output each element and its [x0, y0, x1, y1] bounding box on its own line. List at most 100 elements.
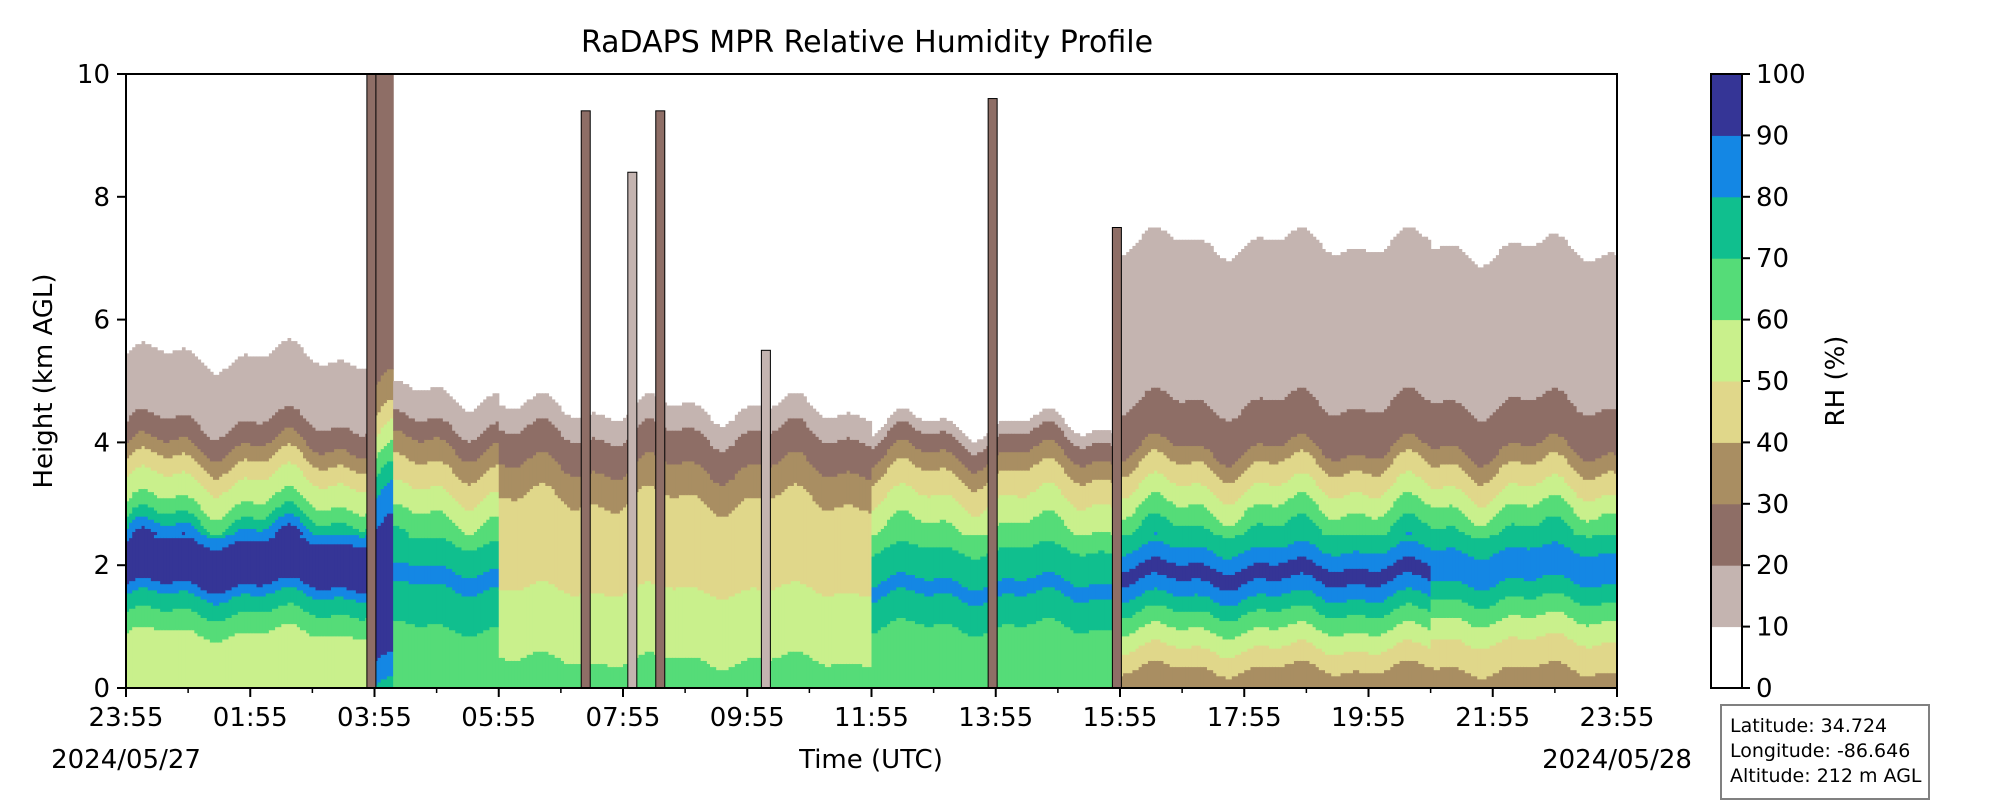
rh-cell [1172, 595, 1177, 612]
rh-cell [1259, 645, 1264, 668]
rh-cell [489, 626, 494, 689]
rh-cell [1517, 577, 1522, 597]
rh-cell [1241, 552, 1245, 569]
rh-cell [191, 497, 195, 514]
rh-cell [383, 371, 388, 404]
rh-cell [175, 629, 180, 689]
rh-cell [1287, 663, 1292, 689]
rh-cell [1272, 648, 1276, 668]
rh-cell [1179, 463, 1183, 486]
rh-cell [1166, 393, 1171, 440]
rh-cell [191, 629, 195, 689]
rh-cell [1483, 648, 1488, 680]
rh-cell [327, 589, 332, 600]
rh-cell [489, 568, 494, 588]
rh-cell [918, 546, 922, 579]
rh-cell [1449, 445, 1453, 465]
rh-cell [834, 442, 838, 477]
rh-cell [1231, 620, 1236, 640]
rh-cell [1421, 500, 1426, 523]
rh-cell [1088, 445, 1093, 465]
rh-cell [1464, 602, 1469, 622]
rh-cell [1318, 669, 1323, 689]
rh-cell [483, 430, 487, 453]
rh-cell [209, 602, 214, 622]
rh-cell [293, 341, 298, 410]
rh-cell [1539, 614, 1544, 637]
rh-cell [212, 641, 217, 689]
rh-cell [1371, 654, 1376, 674]
rh-cell [172, 454, 177, 474]
rh-cell [343, 506, 348, 523]
rh-cell [1380, 617, 1385, 634]
rh-cell [1325, 516, 1329, 536]
rh-cell [837, 439, 842, 474]
rh-cell [1098, 503, 1102, 533]
rh-cell [480, 402, 484, 434]
rh-cell [1200, 503, 1205, 526]
rh-cell [647, 451, 652, 486]
rh-cell [1191, 562, 1196, 579]
rh-cell [1533, 503, 1537, 526]
rh-cell [936, 546, 941, 579]
rh-cell [1179, 402, 1183, 447]
rh-cell [331, 451, 335, 468]
rh-cell [467, 460, 472, 486]
rh-cell [321, 534, 326, 545]
rh-cell [1284, 236, 1289, 397]
rh-cell [194, 420, 199, 447]
rh-cell [1269, 445, 1273, 465]
rh-cell [498, 497, 503, 591]
rh-cell [1306, 574, 1311, 591]
rh-cell [1371, 534, 1376, 554]
rh-cell [194, 540, 199, 585]
rh-cell [1427, 595, 1432, 612]
rh-cell [1359, 248, 1363, 410]
rh-cell [1250, 580, 1255, 597]
rh-cell [1188, 580, 1193, 597]
rh-cell [591, 663, 596, 689]
rh-cell [1141, 562, 1146, 579]
rh-cell [1011, 546, 1015, 579]
rh-cell [383, 402, 388, 425]
rh-cell [601, 592, 605, 665]
rh-cell [175, 522, 180, 539]
rh-cell [299, 522, 304, 533]
rh-cell [287, 442, 292, 462]
rh-cell [775, 463, 779, 496]
rh-cell [877, 583, 882, 600]
rh-cell [421, 626, 425, 689]
rh-cell [796, 485, 801, 582]
rh-cell [402, 620, 407, 689]
rh-cell [1290, 436, 1295, 456]
rh-cell [967, 555, 972, 591]
rh-cell [523, 494, 528, 588]
rh-cell [275, 519, 279, 533]
rh-cell [1474, 537, 1478, 560]
rh-cell [234, 614, 239, 634]
rh-cell [1064, 497, 1068, 526]
rh-cell [219, 476, 223, 496]
rh-cell [1427, 666, 1432, 689]
rh-cell [343, 614, 348, 637]
rh-cell [1551, 494, 1556, 517]
rh-cell [206, 457, 211, 474]
rh-cell [275, 506, 279, 520]
rh-cell [1390, 565, 1394, 582]
rh-cell [1483, 608, 1488, 628]
rh-cell [905, 574, 910, 591]
rh-cell [265, 460, 270, 480]
rh-cell [1318, 448, 1323, 468]
rh-cell [1390, 506, 1394, 526]
rh-cell [1095, 583, 1099, 600]
rh-cell [129, 592, 133, 609]
rh-cell [340, 482, 345, 508]
rh-cell [1247, 448, 1252, 468]
rh-cell [1135, 648, 1140, 671]
rh-cell [859, 442, 863, 477]
rh-cell [812, 466, 817, 502]
rh-cell [458, 574, 463, 594]
rh-cell [927, 433, 932, 453]
rh-cell [523, 460, 528, 496]
rh-cell [877, 629, 882, 689]
